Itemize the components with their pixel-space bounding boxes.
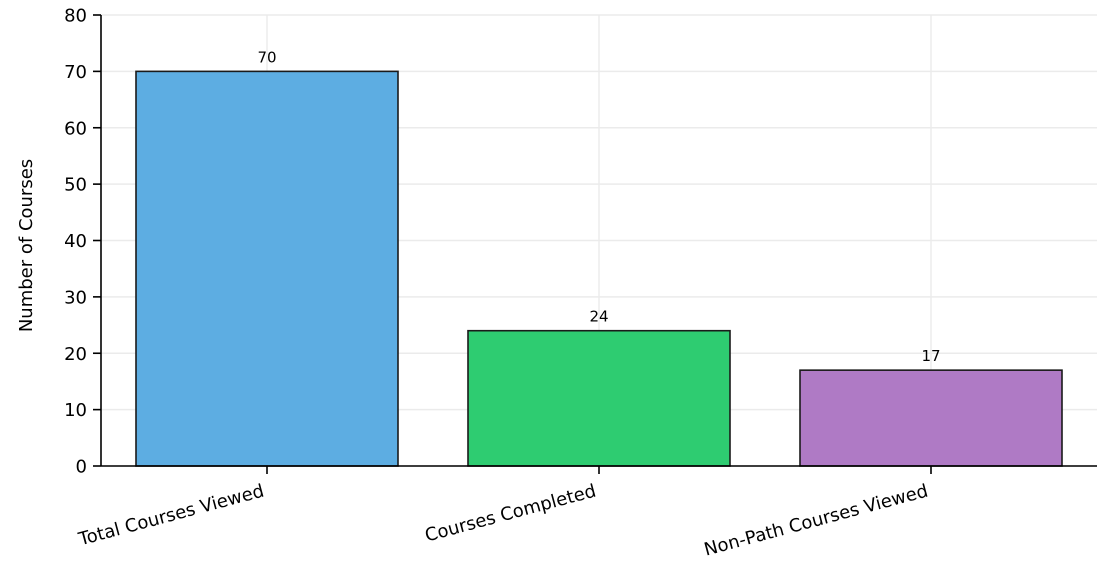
bar — [135, 70, 399, 467]
bar — [467, 329, 731, 467]
y-tick-label: 10 — [64, 400, 87, 421]
y-tick-label: 80 — [64, 6, 87, 27]
y-axis-title: Number of Courses — [16, 159, 37, 332]
bar — [799, 369, 1063, 467]
y-tick-label: 30 — [64, 287, 87, 308]
y-tick-label: 50 — [64, 175, 87, 196]
y-tick-label: 40 — [64, 231, 87, 252]
y-tick-label: 70 — [64, 62, 87, 83]
x-tick-label: Total Courses Viewed — [75, 481, 266, 551]
data-labels: 70 24 17 — [257, 48, 940, 365]
y-tick-label: 20 — [64, 344, 87, 365]
y-tick-label: 0 — [76, 457, 87, 478]
bar-value-label: 70 — [257, 48, 276, 66]
bar-value-label: 24 — [589, 308, 608, 326]
x-tick-label: Non-Path Courses Viewed — [702, 481, 930, 561]
bars — [135, 70, 1063, 467]
x-ticks: Total Courses Viewed Courses Completed Non… — [75, 466, 932, 561]
y-tick-label: 60 — [64, 118, 87, 139]
bar-value-label: 17 — [921, 347, 940, 365]
x-tick-label: Courses Completed — [423, 481, 599, 547]
y-ticks: 0 10 20 30 40 50 60 70 80 — [64, 6, 101, 478]
